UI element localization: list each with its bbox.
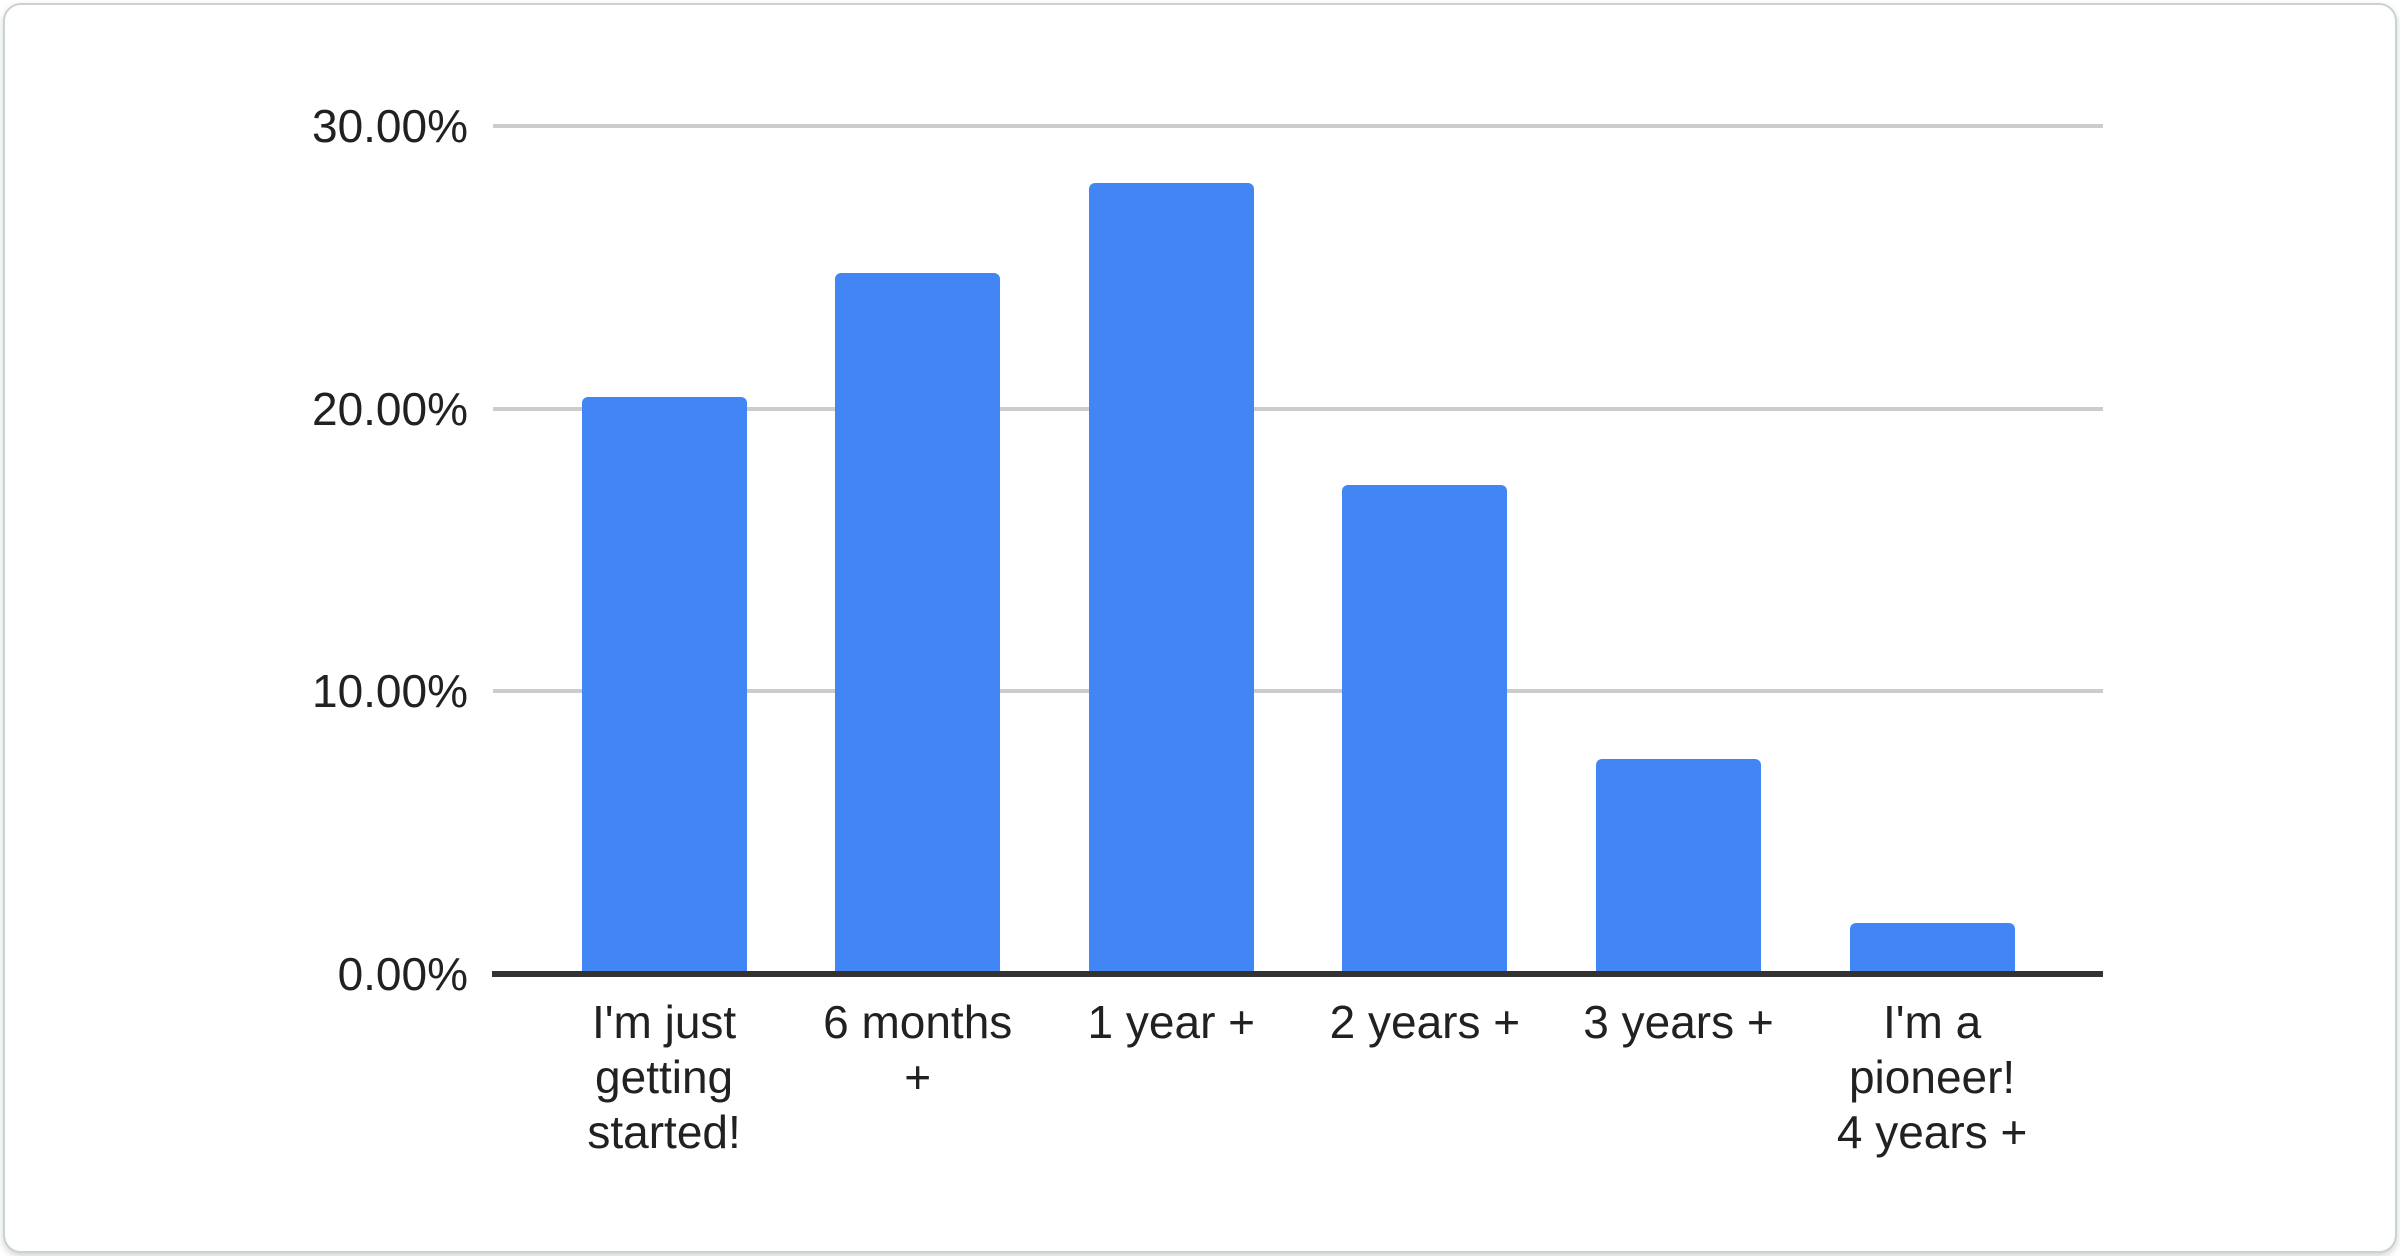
y-tick-label: 30.00%: [311, 100, 468, 152]
x-category-label: 3 years +: [1583, 996, 1774, 1048]
y-tick-label: 0.00%: [337, 948, 468, 1000]
y-tick-label: 10.00%: [311, 665, 468, 718]
x-category-label: 2 years +: [1329, 996, 1521, 1048]
x-category-label: 6 months +: [823, 996, 1013, 1103]
bar-4[interactable]: [1342, 484, 1508, 974]
bar-5[interactable]: [1596, 759, 1761, 974]
bar-3[interactable]: [1088, 182, 1254, 974]
x-category-label: 1 year +: [1087, 996, 1256, 1048]
y-tick-label: 20.00%: [311, 382, 468, 435]
bar-1[interactable]: [581, 397, 747, 974]
x-category-label: I'm just getting started!: [587, 996, 741, 1158]
chart-card: 30.00% 20.00% 10.00% 0.00% I'm just getting …: [3, 3, 2397, 1253]
gridline-30: [493, 124, 2103, 128]
bar-6[interactable]: [1849, 923, 2015, 974]
x-category-label: I'm a pioneer! 4 years +: [1836, 996, 2028, 1158]
gridline-20: [493, 406, 2103, 411]
bar-2[interactable]: [835, 272, 1001, 974]
bar-chart: 30.00% 20.00% 10.00% 0.00% I'm just getting …: [5, 5, 2399, 1255]
gridline-10: [493, 689, 2103, 694]
x-axis-line: [492, 971, 2103, 977]
